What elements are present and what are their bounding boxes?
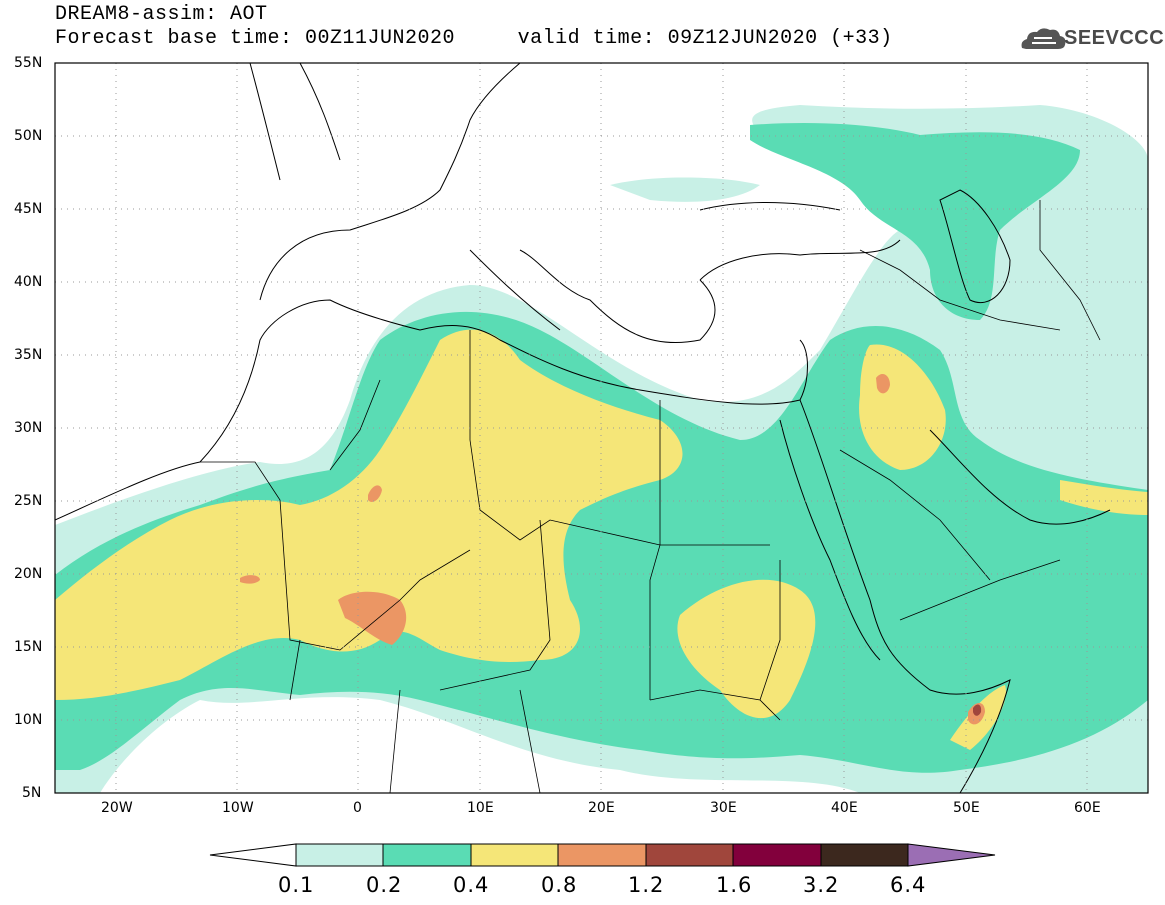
colorbar-bin-3: [470, 843, 559, 867]
colorbar-bin-2: [382, 843, 472, 867]
colorbar-bin-1: [295, 843, 384, 867]
lat-label: 15N: [14, 639, 43, 655]
colorbar-bin-4: [557, 843, 647, 867]
country-borders: [200, 200, 1101, 793]
cloud-icon: [1021, 28, 1066, 49]
lon-label: 60E: [1074, 800, 1101, 816]
aot-band-yellow: [55, 329, 683, 700]
aot-band-darkred-somalia: [973, 704, 982, 716]
aot-band-orange-mauritania: [240, 575, 260, 584]
colorbar: [209, 843, 996, 867]
colorbar-label: 0.4: [453, 873, 490, 897]
aot-band-green-north: [750, 123, 1080, 320]
colorbar-under-arrow: [209, 843, 297, 867]
graticule: [55, 63, 1148, 793]
colorbar-label: 0.1: [278, 873, 315, 897]
lat-label: 50N: [14, 128, 43, 144]
lon-label: 10W: [222, 800, 254, 816]
lon-label: 0: [353, 800, 362, 816]
colorbar-over-arrow: [907, 843, 996, 867]
colorbar-label: 1.6: [716, 873, 753, 897]
lon-label: 50E: [953, 800, 980, 816]
aot-band-orange-mali: [338, 591, 407, 645]
aot-band-orange-algeria: [368, 485, 382, 502]
map-frame: [54, 62, 1149, 794]
aot-band-orange-iraq: [876, 374, 890, 394]
lat-label: 5N: [22, 785, 42, 801]
aot-band-yellow-arabia: [1060, 480, 1148, 515]
lat-label: 45N: [14, 201, 43, 217]
aot-field: [55, 63, 1148, 793]
lat-label: 35N: [14, 347, 43, 363]
lat-label: 20N: [14, 566, 43, 582]
lon-label: 20W: [101, 800, 133, 816]
colorbar-label: 1.2: [628, 873, 665, 897]
forecast-time-line: Forecast base time: 00Z11JUN2020 valid t…: [55, 27, 893, 50]
lon-label: 10E: [467, 800, 494, 816]
lon-label: 20E: [588, 800, 615, 816]
lat-label: 10N: [14, 712, 43, 728]
lon-label: 30E: [710, 800, 737, 816]
colorbar-bin-7: [820, 843, 909, 867]
lat-label: 25N: [14, 493, 43, 509]
colorbar-label: 0.2: [366, 873, 403, 897]
lat-label: 40N: [14, 274, 43, 290]
colorbar-label: 3.2: [803, 873, 840, 897]
lon-label: 40E: [831, 800, 858, 816]
colorbar-bin-6: [732, 843, 822, 867]
map-title: DREAM8-assim: AOT: [55, 3, 268, 26]
logo-text: SEEVCCC: [1064, 27, 1165, 49]
colorbar-label: 6.4: [890, 873, 927, 897]
colorbar-label: 0.8: [541, 873, 578, 897]
aot-band-yellow-east: [677, 579, 816, 719]
coastlines: [55, 63, 1111, 793]
lat-label: 55N: [14, 55, 43, 71]
colorbar-bin-5: [645, 843, 734, 867]
lat-label: 30N: [14, 420, 43, 436]
